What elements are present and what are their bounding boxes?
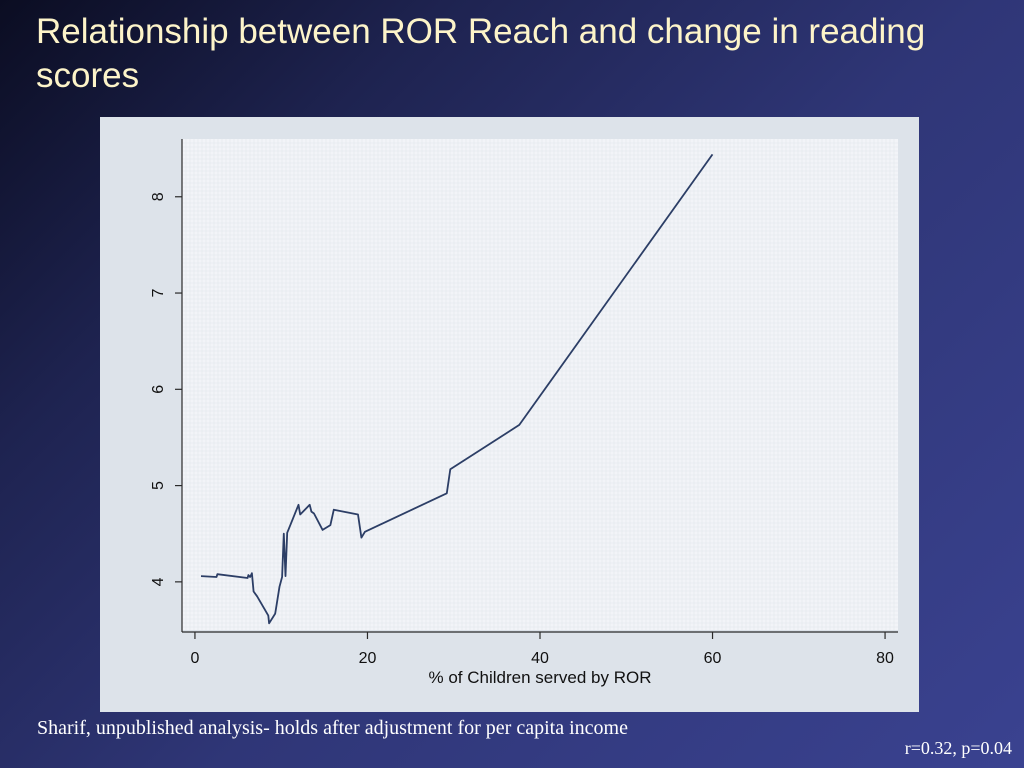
x-tick-label: 60	[704, 650, 722, 667]
correlation-stat: r=0.32, p=0.04	[904, 738, 1012, 758]
slide-title: Relationship between ROR Reach and chang…	[36, 12, 926, 95]
y-tick-label: 7	[150, 288, 167, 297]
series-line-1	[200, 153, 714, 625]
axis-ticks: 0 20 40 60 80 4 5 6 7 8	[150, 192, 894, 667]
chart-panel: 0 20 40 60 80 4 5 6 7 8 % of Children served by R…	[100, 117, 919, 712]
y-tick-label: 5	[150, 481, 167, 490]
x-tick-label: 80	[876, 650, 894, 667]
grid-lines	[182, 139, 898, 630]
plot-area	[182, 139, 898, 630]
source-footnote: Sharif, unpublished analysis- holds afte…	[37, 717, 628, 739]
x-tick-label: 40	[531, 650, 549, 667]
x-tick-label: 20	[359, 650, 377, 667]
y-tick-label: 4	[150, 577, 167, 586]
y-tick-label: 8	[150, 192, 167, 201]
line-chart: 0 20 40 60 80 4 5 6 7 8 % of Children served by R…	[150, 139, 898, 687]
series-layer	[200, 153, 714, 625]
x-tick-label: 0	[190, 650, 199, 667]
y-tick-label: 6	[150, 385, 167, 394]
x-axis-title: % of Children served by ROR	[429, 668, 652, 687]
